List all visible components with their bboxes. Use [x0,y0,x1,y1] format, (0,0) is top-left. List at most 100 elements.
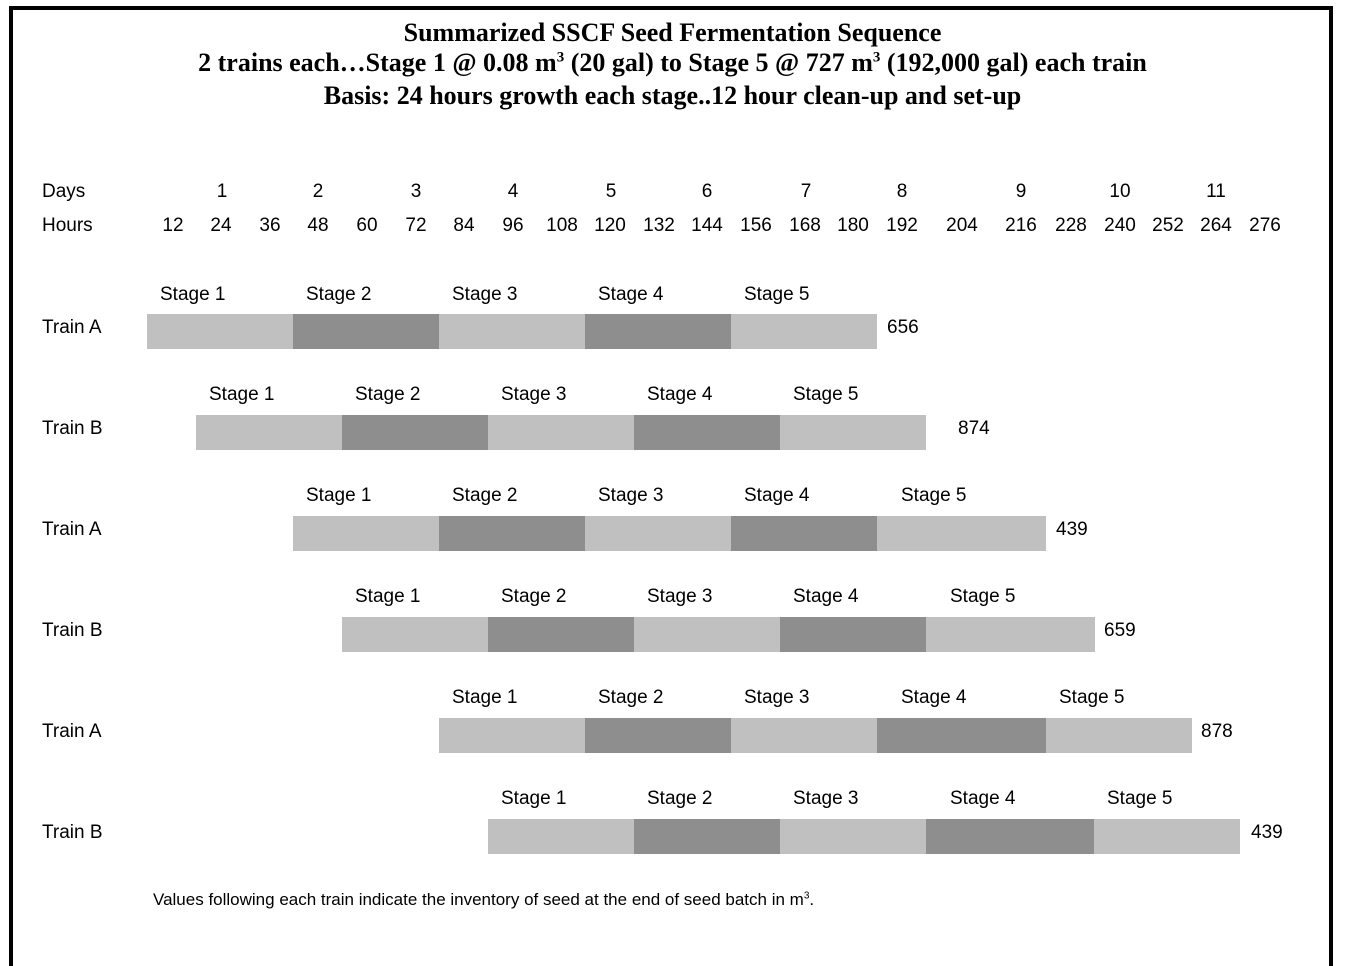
inventory-value: 439 [1056,519,1088,540]
hour-tick: 108 [546,215,578,236]
day-tick: 6 [701,181,713,202]
stage-bar [293,516,439,551]
stage-label: Stage 4 [647,384,713,405]
stage-bar [293,314,439,349]
hour-tick: 276 [1249,215,1281,236]
stage-bar [731,516,877,551]
day-tick: 2 [312,181,324,202]
title-line-2: 2 trains each…Stage 1 @ 0.08 m3 (20 gal)… [198,48,1147,77]
stage-label: Stage 5 [793,384,859,405]
stage-bar [780,415,926,450]
train-label: Train A [42,721,102,742]
stage-label: Stage 5 [950,586,1016,607]
title-line-3: Basis: 24 hours growth each stage..12 ho… [323,81,1022,110]
stage-label: Stage 3 [647,586,713,607]
hour-tick: 48 [307,215,329,236]
inventory-value: 439 [1251,822,1283,843]
stage-label: Stage 3 [744,687,810,708]
day-tick: 9 [1015,181,1027,202]
inventory-value: 878 [1201,721,1233,742]
stage-bar [780,819,926,854]
stage-bar [877,718,1046,753]
hour-tick: 84 [453,215,475,236]
stage-bar [439,314,585,349]
stage-label: Stage 4 [950,788,1016,809]
hour-tick: 12 [162,215,184,236]
stage-label: Stage 5 [1059,687,1125,708]
inventory-value: 656 [887,317,919,338]
train-label: Train B [42,418,103,439]
stage-bar [634,617,780,652]
stage-bar [780,617,926,652]
stage-bar [585,516,731,551]
hour-tick: 36 [259,215,281,236]
hour-tick: 192 [886,215,918,236]
day-tick: 7 [800,181,812,202]
stage-label: Stage 4 [744,485,810,506]
stage-bar [439,516,585,551]
stage-label: Stage 4 [901,687,967,708]
stage-bar [634,415,780,450]
stage-label: Stage 5 [901,485,967,506]
stage-label: Stage 1 [501,788,567,809]
inventory-value: 659 [1104,620,1136,641]
stage-bar [731,718,877,753]
stage-bar [488,819,634,854]
stage-label: Stage 4 [793,586,859,607]
stage-label: Stage 1 [452,687,518,708]
hour-tick: 60 [356,215,378,236]
day-tick: 4 [507,181,519,202]
hour-tick: 144 [691,215,723,236]
stage-bar [926,819,1094,854]
stage-label: Stage 2 [598,687,664,708]
stage-label: Stage 5 [744,284,810,305]
stage-label: Stage 1 [355,586,421,607]
stage-label: Stage 1 [306,485,372,506]
hour-tick: 204 [946,215,978,236]
stage-bar [196,415,342,450]
hour-tick: 216 [1005,215,1037,236]
train-label: Train B [42,620,103,641]
stage-bar [147,314,293,349]
train-label: Train B [42,822,103,843]
inventory-value: 874 [958,418,990,439]
hour-tick: 72 [405,215,427,236]
stage-label: Stage 3 [598,485,664,506]
stage-bar [634,819,780,854]
stage-bar [585,718,731,753]
stage-bar [488,617,634,652]
diagram-frame [9,6,1333,966]
stage-label: Stage 2 [647,788,713,809]
stage-bar [731,314,877,349]
stage-label: Stage 5 [1107,788,1173,809]
stage-label: Stage 3 [452,284,518,305]
day-tick: 8 [896,181,908,202]
stage-label: Stage 1 [160,284,226,305]
hours-label: Hours [42,215,93,236]
hour-tick: 252 [1152,215,1184,236]
hour-tick: 96 [502,215,524,236]
stage-label: Stage 1 [209,384,275,405]
day-tick: 11 [1206,181,1226,202]
stage-label: Stage 2 [452,485,518,506]
hour-tick: 24 [210,215,232,236]
stage-label: Stage 3 [501,384,567,405]
stage-label: Stage 4 [598,284,664,305]
stage-bar [439,718,585,753]
title-line-1: Summarized SSCF Seed Fermentation Sequen… [403,18,942,47]
days-label: Days [42,181,86,202]
hour-tick: 264 [1200,215,1232,236]
day-tick: 5 [605,181,617,202]
stage-label: Stage 2 [501,586,567,607]
stage-bar [877,516,1046,551]
hour-tick: 168 [789,215,821,236]
stage-bar [1094,819,1240,854]
hour-tick: 240 [1104,215,1136,236]
day-tick: 10 [1109,181,1131,202]
stage-label: Stage 2 [306,284,372,305]
stage-bar [488,415,634,450]
stage-bar [342,617,488,652]
footnote: Values following each train indicate the… [153,890,815,909]
stage-bar [342,415,488,450]
day-tick: 1 [216,181,228,202]
